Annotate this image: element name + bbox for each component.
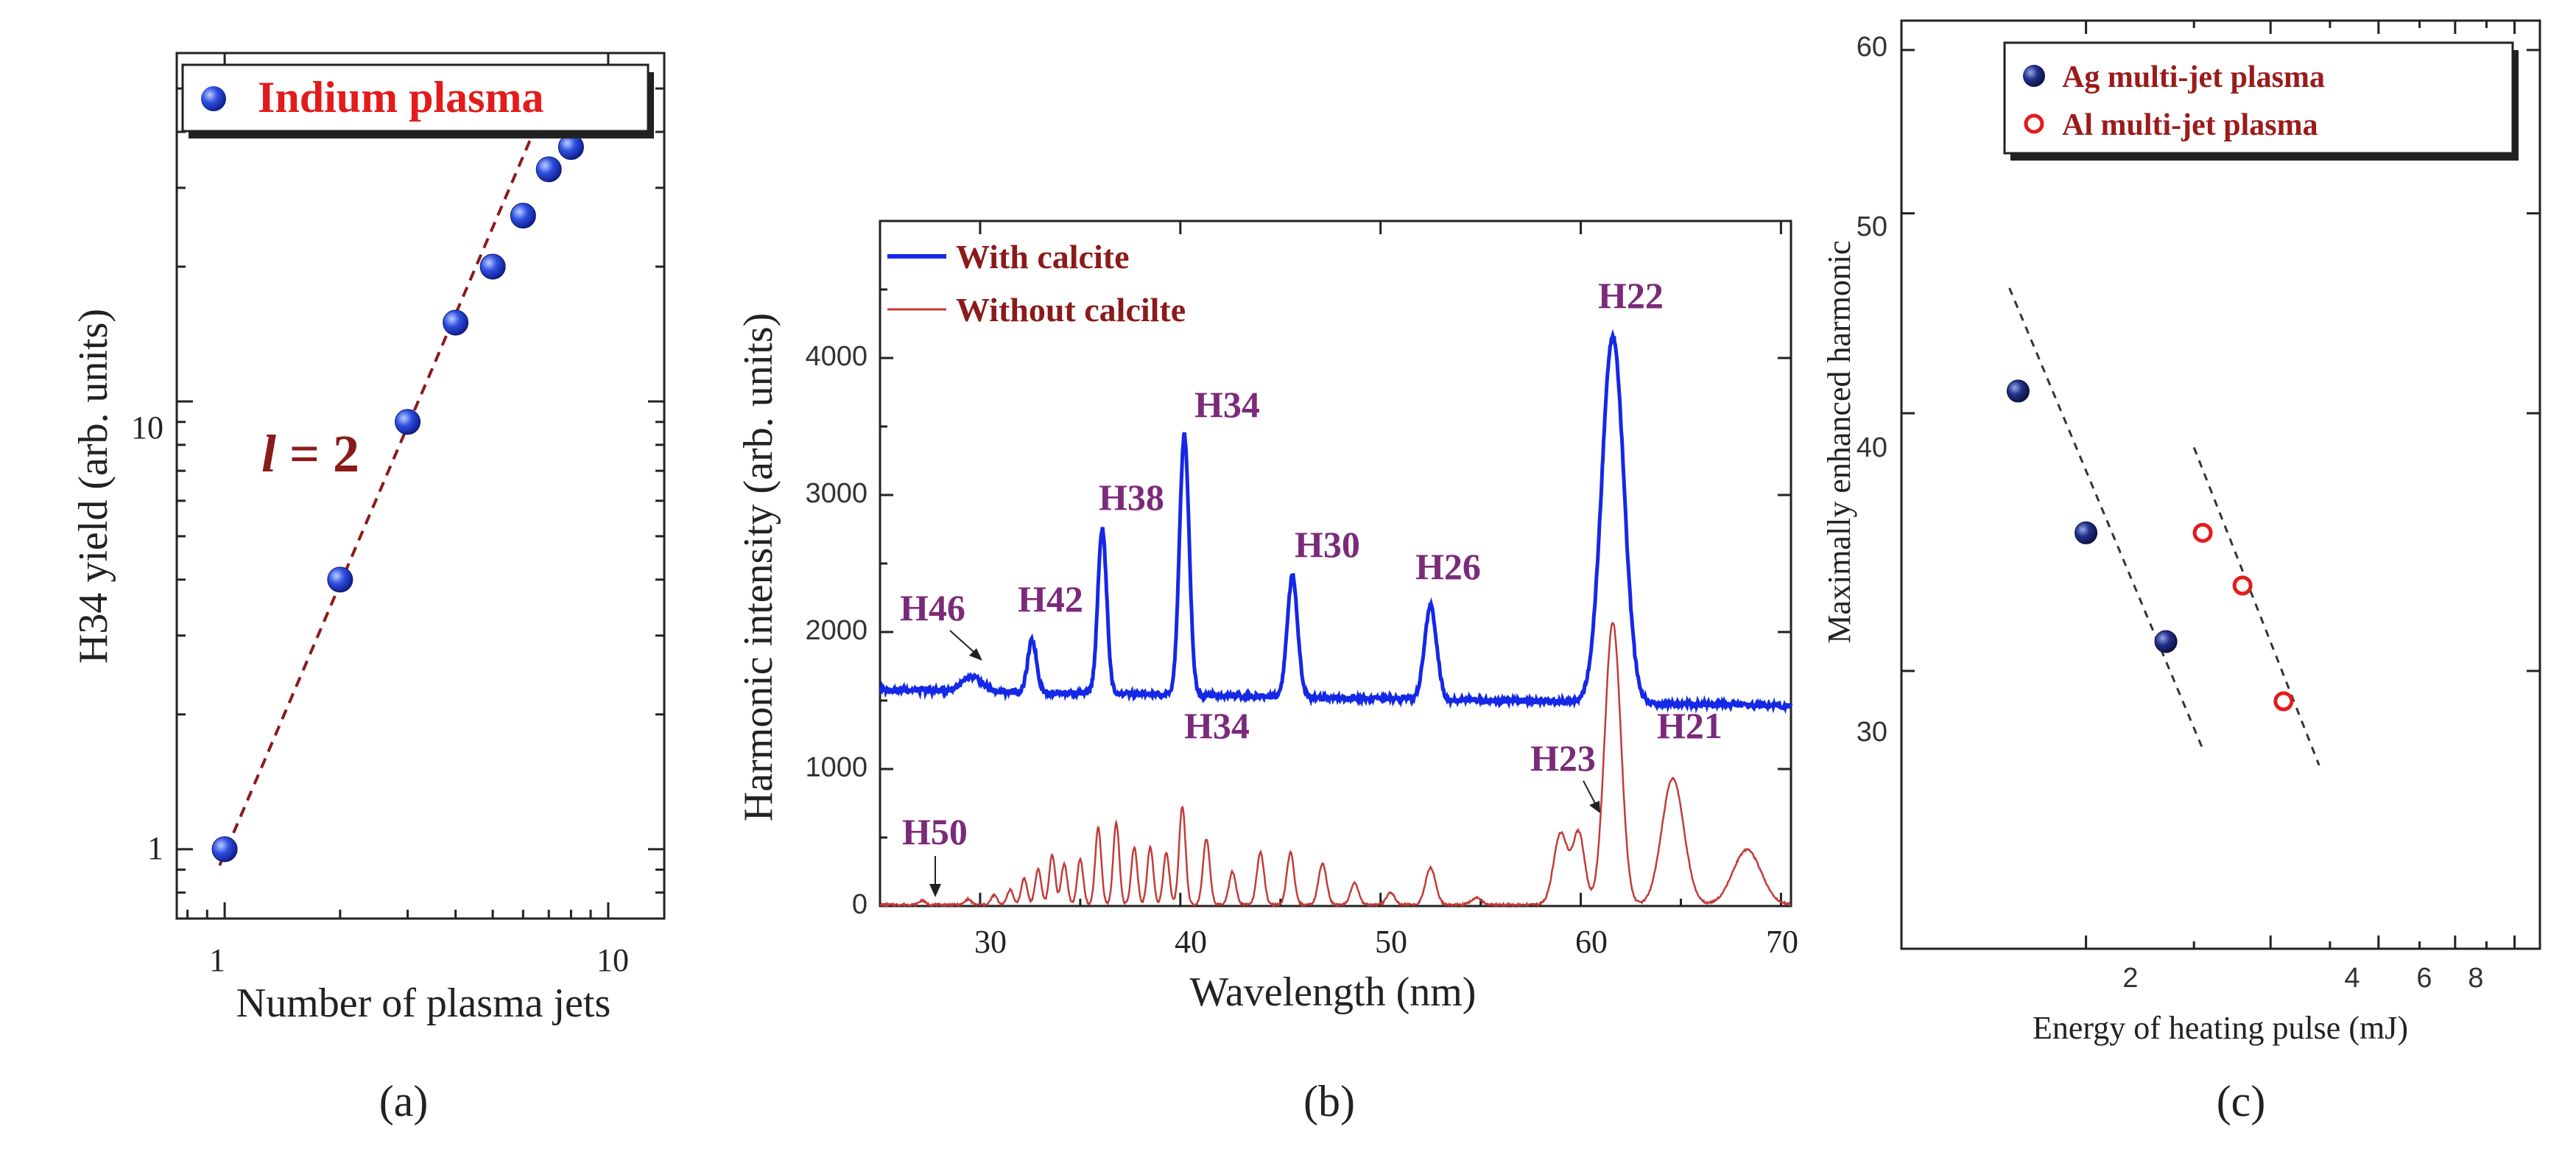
- chart-c-xtick-labels: 2 4 6 8: [2122, 963, 2483, 994]
- chart-a-point: [327, 566, 353, 593]
- chart-b-annotations: H46 H42 H38 H34 H30 H26 H22 H50 H34 H23 …: [900, 275, 1722, 897]
- chart-a-ylabel: H34 yield (arb. units): [71, 309, 116, 664]
- chart-a-point: [510, 203, 536, 229]
- chart-b-ytick-label-4: 4000: [805, 341, 868, 372]
- chart-a-point: [395, 409, 421, 435]
- chart-b-xtick-label-1: 40: [1175, 924, 1207, 960]
- chart-b-annotation-h38: H38: [1099, 477, 1164, 518]
- chart-a-fit-line: [218, 96, 551, 866]
- chart-b-series-with-calcite: [879, 329, 1793, 715]
- chart-b-xlabel: Wavelength (nm): [1190, 969, 1477, 1015]
- chart-a-points: [211, 134, 584, 863]
- chart-a-legend: Indium plasma: [181, 63, 654, 138]
- chart-c-legend-label-ag: Ag multi-jet plasma: [2062, 60, 2325, 94]
- chart-b-ytick-labels: 0 1000 2000 3000 4000: [805, 341, 868, 920]
- chart-b-annotation-h23: H23: [1530, 737, 1596, 779]
- chart-a: 1 10 1 10 Number of plasma jets H34 yiel…: [71, 52, 666, 1126]
- chart-c-plot-frame: [1900, 19, 2541, 950]
- chart-c-point-al: [2273, 691, 2294, 712]
- chart-a-xlabel: Number of plasma jets: [236, 980, 611, 1026]
- chart-b-ytick-label-2: 2000: [805, 615, 868, 646]
- chart-b-panel-label: (b): [1303, 1077, 1355, 1126]
- chart-c-xtick-label-3: 8: [2468, 963, 2483, 994]
- chart-c-ytick-label-3: 60: [1857, 32, 1887, 63]
- chart-c-ytick-labels: 30 40 50 60: [1857, 32, 1887, 748]
- chart-c-point-ag: [2074, 521, 2098, 544]
- chart-b-annotation-h34-lower: H34: [1184, 705, 1250, 746]
- chart-b-xtick-label-0: 30: [974, 924, 1007, 960]
- chart-a-ticks: [177, 53, 664, 919]
- chart-b-ytick-label-1: 1000: [805, 752, 868, 783]
- chart-b-xtick-labels: 30 40 50 60 70: [974, 924, 1798, 960]
- chart-b-annotation-h50: H50: [902, 811, 968, 852]
- chart-a-legend-label: Indium plasma: [258, 73, 543, 122]
- chart-b-legend: With calcite Without calcilte: [887, 238, 1186, 329]
- chart-b-annotation-h50-arrowhead: [929, 884, 941, 897]
- chart-b-ytick-label-0: 0: [852, 889, 868, 920]
- chart-a-legend-marker: [201, 86, 226, 111]
- chart-c-legend-label-al: Al multi-jet plasma: [2062, 108, 2318, 142]
- chart-c-panel-label: (c): [2217, 1077, 2266, 1126]
- chart-a-ytick-label-0: 1: [147, 830, 163, 866]
- chart-b-annotation-h46: H46: [900, 587, 965, 628]
- chart-c-xtick-label-2: 6: [2416, 963, 2432, 994]
- chart-a-point: [443, 309, 469, 336]
- chart-a-legend-box: [181, 63, 650, 133]
- chart-c-point-ag: [2154, 630, 2178, 653]
- chart-b-ytick-label-3: 3000: [805, 478, 868, 509]
- chart-b-annotation-h21: H21: [1657, 705, 1722, 746]
- chart-a-point: [479, 253, 506, 280]
- chart-a-plot-frame: [175, 52, 666, 920]
- chart-c-ticks: [1900, 21, 2540, 949]
- chart-a-xtick-label-1: 10: [597, 942, 629, 978]
- chart-c-ytick-label-0: 30: [1857, 717, 1887, 748]
- chart-c-legend-box: [2003, 41, 2514, 155]
- chart-b-annotation-h30: H30: [1295, 524, 1360, 565]
- chart-a-xtick-label-0: 1: [209, 942, 225, 978]
- chart-a-ytick-label-1: 10: [131, 410, 163, 446]
- chart-b: 30 40 50 60 70 0 1000 2000 3000 4000 Wav…: [736, 220, 1798, 1126]
- chart-c-legend: Ag multi-jet plasma Al multi-jet plasma: [2003, 41, 2519, 161]
- chart-c-ytick-label-1: 40: [1857, 432, 1887, 463]
- chart-b-legend-label-1: With calcite: [956, 238, 1129, 275]
- chart-c-fit-line-al: [2192, 446, 2320, 766]
- chart-c-xtick-label-1: 4: [2344, 963, 2359, 994]
- chart-b-annotation-h23-arrowhead: [1589, 801, 1600, 813]
- chart-b-series-without-calcite: [879, 621, 1792, 908]
- chart-b-annotation-h42: H42: [1018, 578, 1083, 619]
- chart-c-ylabel: Maximally enhanced harmonic: [1821, 240, 1857, 643]
- chart-a-point: [535, 156, 562, 183]
- chart-b-annotation-h26: H26: [1415, 546, 1481, 587]
- chart-b-xtick-label-4: 70: [1766, 924, 1798, 960]
- chart-c-xtick-label-0: 2: [2122, 963, 2138, 994]
- chart-c-ytick-label-2: 50: [1857, 211, 1887, 242]
- chart-a-fit-label: l = 2: [261, 424, 359, 483]
- chart-c-fit-line-ag: [2008, 287, 2204, 750]
- chart-c-point-al: [2192, 522, 2213, 543]
- chart-b-annotation-h34: H34: [1194, 384, 1260, 425]
- chart-c-points: [2006, 379, 2294, 712]
- chart-b-legend-label-2: Without calcilte: [956, 291, 1186, 329]
- chart-b-ylabel: Harmonic intensity (arb. units): [736, 313, 781, 822]
- chart-c-xlabel: Energy of heating pulse (mJ): [2033, 1010, 2408, 1046]
- chart-c-point-ag: [2006, 379, 2030, 403]
- chart-c: 2 4 6 8 30 40 50 60 Energy of heating pu…: [1821, 19, 2541, 1126]
- chart-c-legend-marker-al: [2024, 113, 2044, 134]
- chart-b-annotation-h22: H22: [1598, 275, 1664, 316]
- chart-b-xtick-label-2: 50: [1375, 924, 1407, 960]
- chart-b-xtick-label-3: 60: [1575, 924, 1608, 960]
- chart-b-annotation-h46-arrowhead: [969, 648, 982, 661]
- chart-c-point-al: [2232, 575, 2253, 596]
- chart-a-point: [211, 836, 238, 863]
- chart-c-legend-marker-ag: [2023, 65, 2045, 87]
- chart-a-panel-label: (a): [379, 1077, 429, 1126]
